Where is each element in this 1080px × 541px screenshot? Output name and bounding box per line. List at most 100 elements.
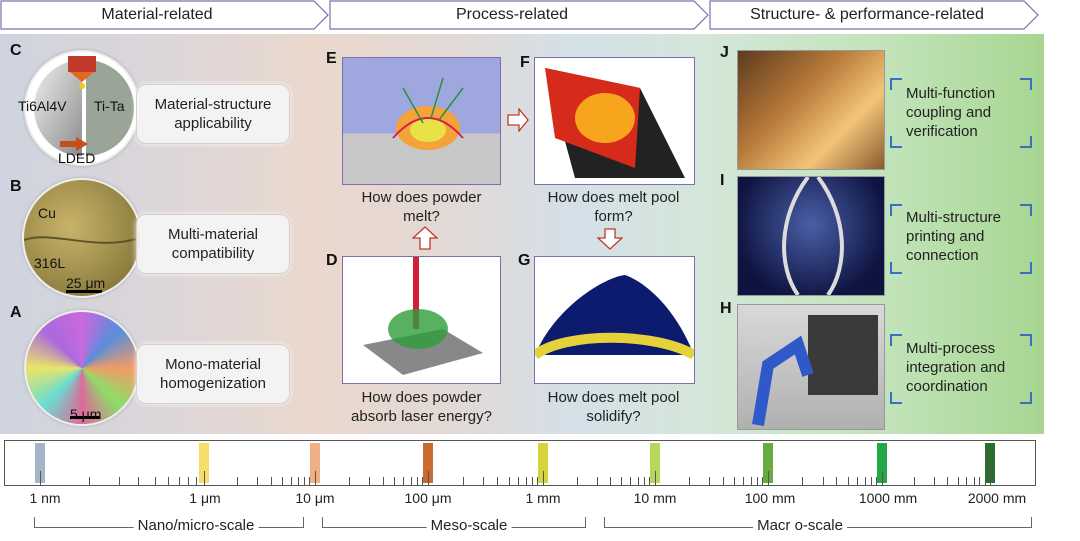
- scale-tick-minor: [411, 477, 413, 485]
- scale-tick-minor: [154, 477, 156, 485]
- scale-marker: [35, 443, 45, 483]
- scale-marker: [650, 443, 660, 483]
- panel-f-sim: [534, 57, 695, 185]
- panel-letter-d: D: [326, 252, 338, 269]
- text-i: Multi-structure printing and connection: [906, 209, 1002, 264]
- ldeb-arrow-icon: [60, 137, 88, 151]
- scale-tick-minor: [517, 477, 519, 485]
- scale-tick-minor: [979, 477, 981, 485]
- scale-tick-minor: [914, 477, 916, 485]
- scale-marker: [538, 443, 548, 483]
- scale-tick-minor: [836, 477, 838, 485]
- scale-tick-minor: [966, 477, 968, 485]
- scale-tick-minor: [870, 477, 872, 485]
- text-j: Multi-function coupling and verification: [906, 85, 996, 140]
- scale-marker: [877, 443, 887, 483]
- panel-e-sim: [342, 57, 501, 185]
- scale-tick-minor: [722, 477, 724, 485]
- scale-tick-minor: [751, 477, 753, 485]
- scale-marker: [985, 443, 995, 483]
- scale-tick-minor: [89, 477, 91, 485]
- scale-tick-minor: [643, 477, 645, 485]
- scale-tick-minor: [847, 477, 849, 485]
- scale-tick-minor: [179, 477, 181, 485]
- question-e: How does powder melt?: [361, 189, 482, 225]
- tick-label-1000mm: 1000 mm: [858, 490, 918, 506]
- scale-tick-major: [204, 471, 205, 485]
- powder-melt-sim: [392, 77, 464, 150]
- tick-label-10um: 10 μm: [295, 490, 335, 506]
- scale-tick-major: [768, 471, 769, 485]
- scale-tick-minor: [734, 477, 736, 485]
- panel-i-photo: [737, 176, 885, 296]
- melt-pool-solidification-sim: [535, 275, 694, 360]
- scale-tick-minor: [416, 477, 418, 485]
- label-ti-ta: Ti-Ta: [94, 98, 125, 114]
- scale-tick-minor: [864, 477, 866, 485]
- scale-tick-minor: [195, 477, 197, 485]
- label-316l: 316L: [34, 255, 66, 271]
- panel-letter-c: C: [10, 42, 22, 59]
- scale-marker: [763, 443, 773, 483]
- scale-tick-major: [315, 471, 316, 485]
- panel-letter-j: J: [720, 44, 729, 61]
- scale-tick-minor: [610, 477, 612, 485]
- tick-label-10mm: 10 mm: [633, 490, 677, 506]
- scale-tick-minor: [187, 477, 189, 485]
- scale-5um: 5 μm: [70, 406, 102, 422]
- scale-tick-minor: [483, 477, 485, 485]
- group-macro: Macr o-scale: [753, 517, 847, 534]
- arrow-up-icon: [412, 226, 438, 250]
- scale-tick-minor: [369, 477, 371, 485]
- printed-structure: [782, 177, 844, 295]
- question-f: How does melt pool form?: [547, 189, 680, 225]
- mono-material-box: Mono-material homogenization: [136, 344, 290, 404]
- scale-tick-major: [543, 471, 544, 485]
- scale-tick-major: [990, 471, 991, 485]
- text-h: Multi-process integration and coordinati…: [906, 340, 1006, 395]
- scale-tick-minor: [630, 477, 632, 485]
- header-banner: [0, 0, 1039, 30]
- scale-tick-major: [655, 471, 656, 485]
- panel-g-sim: [534, 256, 695, 384]
- scale-tick-minor: [709, 477, 711, 485]
- panel-letter-b: B: [10, 178, 22, 195]
- label-ti6al4v: Ti6Al4V: [18, 98, 67, 114]
- scale-tick-minor: [290, 477, 292, 485]
- panel-h-photo: [737, 304, 885, 430]
- scale-tick-minor: [688, 477, 690, 485]
- scale-marker: [310, 443, 320, 483]
- material-structure-box: Material-structure applicability: [136, 84, 290, 144]
- scale-tick-minor: [298, 477, 300, 485]
- scale-tick-minor: [382, 477, 384, 485]
- scale-tick-minor: [281, 477, 283, 485]
- panel-d-sim: [342, 256, 501, 384]
- scale-tick-minor: [348, 477, 350, 485]
- group-meso: Meso-scale: [426, 517, 512, 534]
- scale-tick-minor: [497, 477, 498, 485]
- scale-tick-minor: [638, 477, 640, 485]
- tick-label-1mm: 1 mm: [525, 490, 561, 506]
- scale-tick-minor: [422, 477, 424, 485]
- scale-tick-minor: [743, 477, 745, 485]
- melt-pool-formation-sim: [545, 68, 685, 178]
- scale-tick-minor: [309, 477, 311, 485]
- scale-tick-minor: [462, 477, 464, 485]
- length-scale-bar: [4, 440, 1036, 486]
- scale-tick-minor: [138, 477, 140, 485]
- panel-letter-h: H: [720, 300, 732, 317]
- scale-tick-minor: [303, 477, 305, 485]
- scale-tick-major: [40, 471, 41, 485]
- scale-tick-minor: [394, 477, 396, 485]
- panel-letter-i: I: [720, 172, 725, 189]
- scale-tick-minor: [257, 477, 259, 485]
- scale-25um: 25 μm: [66, 275, 106, 291]
- scale-tick-minor: [762, 477, 764, 485]
- panel-letter-f: F: [520, 54, 530, 71]
- scale-tick-minor: [270, 477, 272, 485]
- label-cu: Cu: [38, 205, 56, 221]
- header-structure: Structure- & performance-related: [750, 6, 984, 23]
- scale-tick-major: [428, 471, 429, 485]
- robot-cell: [752, 315, 878, 426]
- scale-tick-minor: [508, 477, 510, 485]
